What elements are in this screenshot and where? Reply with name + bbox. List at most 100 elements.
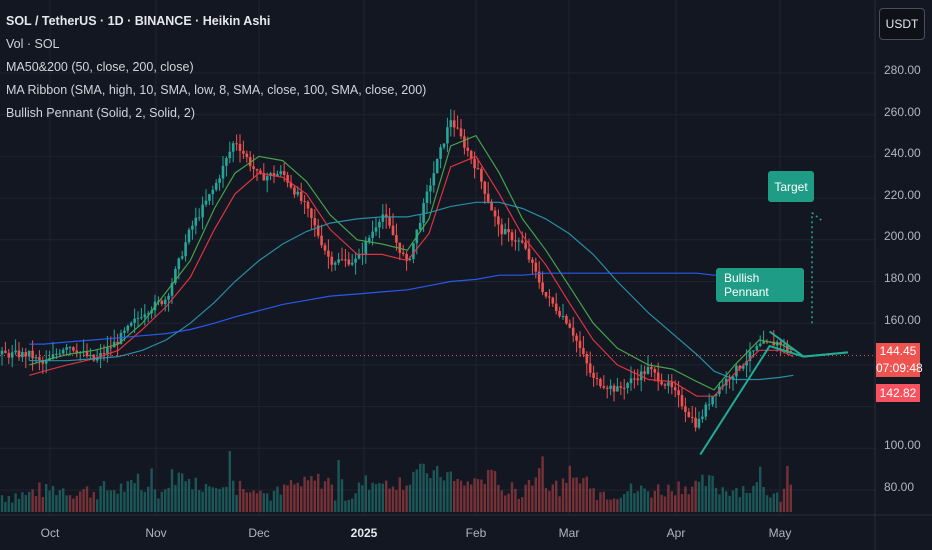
volume-bar xyxy=(527,479,531,512)
volume-bar xyxy=(504,495,507,512)
candle-body xyxy=(398,242,402,253)
candle-body xyxy=(51,354,55,359)
volume-bar xyxy=(585,476,588,512)
ma-line-red xyxy=(29,155,794,397)
candle-body xyxy=(422,203,425,223)
volume-bar xyxy=(51,486,55,512)
candle-body xyxy=(242,150,245,154)
candle-body xyxy=(446,127,449,144)
candle-body xyxy=(571,327,575,336)
indicator-ma-ribbon[interactable]: MA Ribbon (SMA, high, 10, SMA, low, 8, S… xyxy=(6,83,427,97)
volume-bar xyxy=(357,482,361,512)
volume-bar xyxy=(456,478,459,512)
volume-bar xyxy=(419,463,422,512)
volume-bar xyxy=(538,468,541,512)
volume-bar xyxy=(582,478,585,512)
volume-bar xyxy=(429,478,432,512)
candle-body xyxy=(10,352,14,358)
candle-body xyxy=(116,341,119,344)
volume-bar xyxy=(7,496,10,512)
candle-body xyxy=(748,351,752,361)
volume-bar xyxy=(470,484,473,512)
volume-bar xyxy=(177,472,180,512)
indicator-volume[interactable]: Vol · SOL xyxy=(6,37,60,51)
candle-body xyxy=(507,229,510,233)
volume-bar xyxy=(589,488,592,512)
volume-bar xyxy=(75,495,78,512)
candle-body xyxy=(38,357,41,361)
volume-bar xyxy=(670,491,673,512)
candle-body xyxy=(616,386,619,392)
indicator-ma50-200[interactable]: MA50&200 (50, close, 200, close) xyxy=(6,60,194,74)
volume-bar xyxy=(147,486,150,512)
volume-bar xyxy=(143,492,146,512)
candle-body xyxy=(286,174,289,183)
volume-bar xyxy=(92,491,95,512)
candle-body xyxy=(432,173,436,186)
volume-bar xyxy=(17,498,21,512)
candle-body xyxy=(534,262,538,272)
volume-bar xyxy=(58,490,61,512)
chart-legend: SOL / TetherUS · 1D · BINANCE · Heikin A… xyxy=(6,10,426,125)
candle-body xyxy=(656,372,660,382)
candle-body xyxy=(231,143,235,152)
candle-body xyxy=(401,252,405,255)
candle-body xyxy=(548,296,551,298)
volume-bar xyxy=(24,495,27,512)
candle-body xyxy=(568,323,572,328)
volume-bar xyxy=(259,490,262,512)
volume-bar xyxy=(769,497,772,512)
candle-body xyxy=(680,395,684,407)
volume-bar xyxy=(555,480,558,512)
volume-bar xyxy=(0,495,4,512)
indicator-bullish-pennant[interactable]: Bullish Pennant (Solid, 2, Solid, 2) xyxy=(6,106,195,120)
candle-body xyxy=(167,295,170,300)
volume-bar xyxy=(351,498,354,512)
volume-bar xyxy=(68,495,72,512)
candle-body xyxy=(218,178,221,183)
y-tick-180: 180.00 xyxy=(884,271,921,285)
candle-body xyxy=(109,347,113,349)
candle-body xyxy=(160,300,164,305)
volume-bar xyxy=(446,472,449,512)
candle-body xyxy=(44,360,48,364)
candle-body xyxy=(412,243,415,259)
candle-body xyxy=(357,254,361,259)
volume-bar xyxy=(650,497,653,512)
candle-body xyxy=(133,318,136,323)
volume-bar xyxy=(422,463,425,512)
candle-body xyxy=(537,271,541,283)
volume-bar xyxy=(738,497,741,512)
candle-body xyxy=(235,143,238,145)
volume-bar xyxy=(65,495,68,512)
currency-button[interactable]: USDT xyxy=(879,8,925,40)
candle-body xyxy=(238,144,242,151)
y-tick-160: 160.00 xyxy=(884,313,921,327)
volume-bar xyxy=(558,496,561,512)
volume-bar xyxy=(755,482,758,512)
candle-body xyxy=(541,282,544,293)
candle-body xyxy=(466,147,470,151)
volume-bar xyxy=(170,469,174,512)
candle-body xyxy=(75,350,79,354)
volume-bar xyxy=(412,471,415,512)
candle-body xyxy=(306,201,310,209)
candle-body xyxy=(174,269,177,284)
volume-bar xyxy=(402,490,405,512)
candle-body xyxy=(313,218,317,226)
candle-body xyxy=(354,258,357,263)
volume-bar xyxy=(289,480,293,512)
volume-bar xyxy=(99,486,102,512)
candle-body xyxy=(439,147,442,159)
volume-bar xyxy=(449,471,452,512)
symbol-title[interactable]: SOL / TetherUS · 1D · BINANCE · Heikin A… xyxy=(6,14,271,28)
volume-bar xyxy=(782,488,786,512)
candle-body xyxy=(578,340,582,349)
pattern-label[interactable]: Bullish Pennant xyxy=(716,268,804,302)
volume-bar xyxy=(643,488,646,512)
volume-bar xyxy=(687,494,690,512)
candle-body xyxy=(21,351,24,358)
volume-bar xyxy=(85,486,89,512)
target-label[interactable]: Target xyxy=(768,171,814,202)
